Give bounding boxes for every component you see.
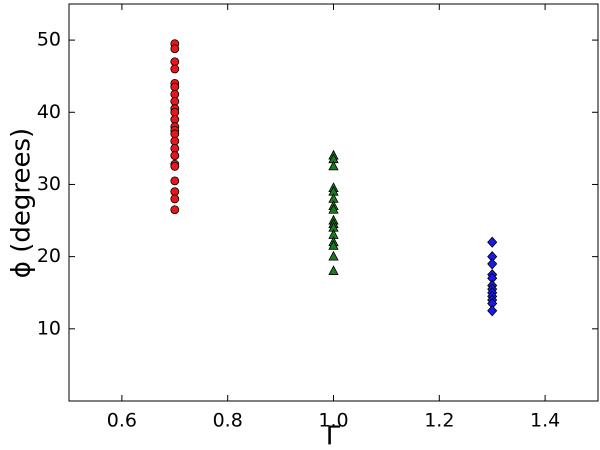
point (170, 107, 180, 117)
point (170, 115, 180, 124)
y-tick-label: 20 (37, 245, 61, 267)
point (328, 265, 339, 275)
x-tick-label: 1.0 (318, 410, 348, 432)
point (328, 250, 339, 261)
point (170, 57, 180, 67)
y-tick-label: 50 (37, 29, 61, 51)
x-tick-label: 1.2 (424, 410, 454, 432)
point (170, 143, 180, 153)
point (328, 239, 339, 250)
point (170, 136, 180, 146)
point (170, 187, 180, 197)
point (170, 176, 180, 186)
point (170, 89, 180, 99)
point (487, 258, 498, 270)
point (328, 160, 339, 171)
y-tick-label: 30 (37, 173, 61, 195)
x-tick-label: 0.8 (213, 410, 243, 432)
point (170, 162, 180, 171)
point (487, 305, 498, 317)
y-tick-label: 40 (37, 101, 61, 123)
point (170, 129, 180, 139)
y-axis-label: ϕ (degrees) (7, 128, 37, 278)
y-tick-label: 10 (37, 317, 61, 339)
point (170, 82, 180, 92)
x-tick-label: 1.4 (530, 410, 560, 432)
point (170, 151, 180, 160)
point (170, 44, 180, 54)
point (170, 205, 180, 215)
point (170, 194, 180, 204)
point (170, 64, 180, 74)
point (170, 97, 180, 106)
point (328, 203, 339, 214)
x-tick-label: 0.6 (107, 410, 137, 432)
x-axis-label: Γ (326, 422, 341, 450)
point (487, 236, 498, 248)
